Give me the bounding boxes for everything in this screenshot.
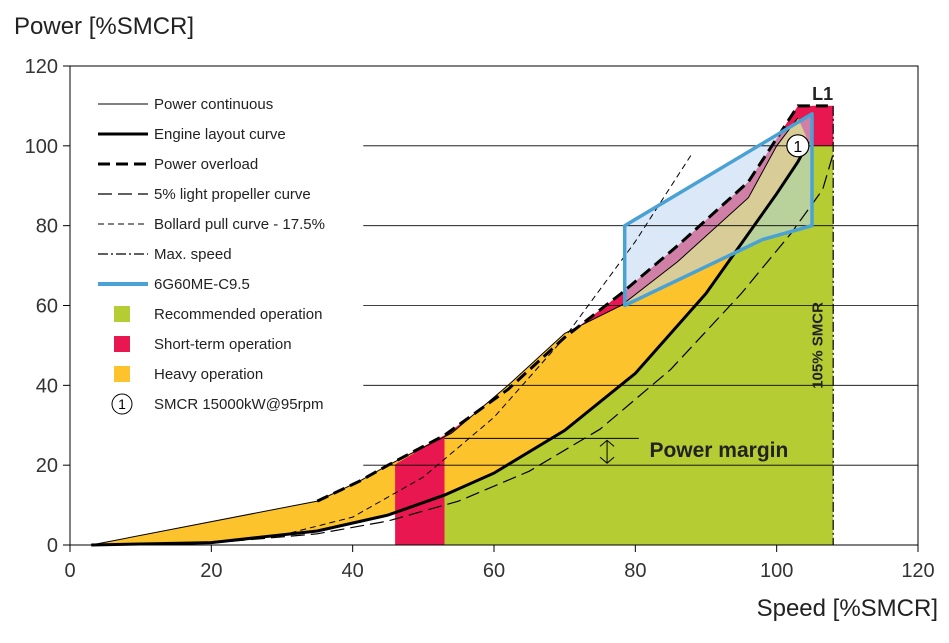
curves <box>91 104 834 547</box>
y-tick-label: 120 <box>25 56 58 78</box>
legend-swatch-smcr <box>111 393 133 415</box>
x-axis-title: Speed [%SMCR] <box>757 595 938 622</box>
x-tick-label: 40 <box>342 560 364 582</box>
legend-label-engine: 6G60ME-C9.5 <box>154 276 250 293</box>
gridlines <box>363 145 918 466</box>
y-axis-title: Power [%SMCR] <box>14 13 194 40</box>
y-tick-label: 0 <box>47 535 58 557</box>
legend-swatch-short-term <box>114 336 130 352</box>
legend-label-smcr: SMCR 15000kW@95rpm <box>154 396 323 413</box>
legend-swatch-recommended <box>114 306 130 322</box>
legend-label-power-continuous: Power continuous <box>154 96 273 113</box>
engine-box-fill <box>624 113 812 306</box>
light-propeller-curve <box>91 153 834 546</box>
legend-label-power-overload: Power overload <box>154 156 258 173</box>
x-tick-label: 100 <box>760 560 793 582</box>
short-term-speed-band <box>395 435 445 545</box>
x-tick-label: 20 <box>200 560 222 582</box>
legend-label-light-propeller: 5% light propeller curve <box>154 186 311 203</box>
engine-layout-curve <box>91 141 810 547</box>
smcr-marker-label: 1 <box>793 139 802 156</box>
l1-label: L1 <box>812 84 833 104</box>
legend-swatch-heavy <box>114 366 130 382</box>
recommended-operation-area <box>444 141 834 546</box>
smcr-marker <box>786 134 810 158</box>
smcr-105-label: 105% SMCR <box>810 302 827 389</box>
power-margin-arrowhead-up <box>599 439 615 447</box>
x-tick-label: 60 <box>483 560 505 582</box>
bollard-pull-curve <box>91 153 693 546</box>
annotations: L1 1 105% SMCR Power margin <box>444 84 833 464</box>
legend-label-short-term: Short-term operation <box>154 336 292 353</box>
legend-swatch-smcr-label: 1 <box>118 396 126 412</box>
y-tick-label: 20 <box>36 455 58 477</box>
legend-label-bollard-pull: Bollard pull curve - 17.5% <box>154 216 325 233</box>
x-tick-label: 0 <box>64 560 75 582</box>
y-tick-label: 100 <box>25 136 58 158</box>
power-margin-arrowhead-down <box>599 456 615 464</box>
engine-box-outline <box>622 112 814 308</box>
y-tick-label: 60 <box>36 296 58 318</box>
x-tick-label: 120 <box>901 560 934 582</box>
operation-areas <box>91 105 834 546</box>
y-tick-label: 40 <box>36 375 58 397</box>
power-margin-label: Power margin <box>649 439 788 462</box>
legend-label-recommended: Recommended operation <box>154 306 322 323</box>
heavy-operation-area <box>91 117 809 546</box>
legend: Power continuous Engine layout curve Power… <box>98 96 325 415</box>
legend-label-engine-layout: Engine layout curve <box>154 126 286 143</box>
axes: 0 20 40 60 80 100 120 0 20 40 60 80 100 120 <box>25 56 935 582</box>
legend-label-max-speed: Max. speed <box>154 246 232 263</box>
y-tick-label: 80 <box>36 216 58 238</box>
x-tick-label: 80 <box>624 560 646 582</box>
short-term-top-block <box>812 105 834 146</box>
legend-label-heavy: Heavy operation <box>154 366 263 383</box>
